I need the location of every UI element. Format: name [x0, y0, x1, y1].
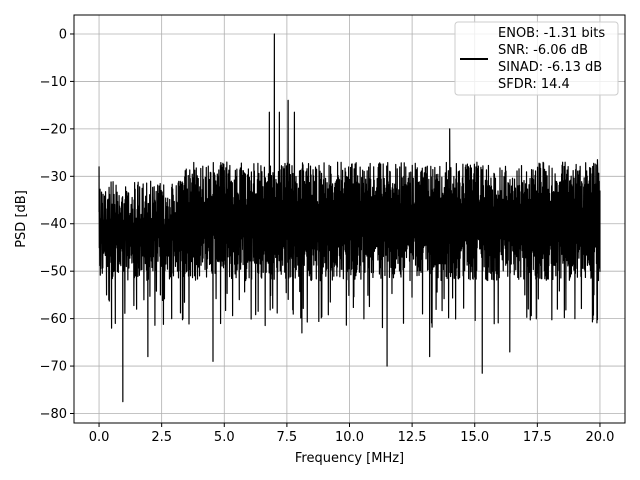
y-tick-label: −70: [40, 360, 67, 375]
x-tick-label: 12.5: [398, 430, 427, 445]
y-tick-label: −10: [40, 75, 67, 90]
y-tick-label: −30: [40, 170, 67, 185]
y-tick-label: 0: [59, 27, 67, 42]
y-axis-label: PSD [dB]: [14, 190, 29, 248]
y-tick-label: −40: [40, 217, 67, 232]
legend-sinad: SINAD: -6.13 dB: [498, 60, 602, 75]
legend: ENOB: -1.31 bits SNR: -6.06 dB SINAD: -6…: [454, 21, 619, 96]
x-tick-label: 0.0: [89, 430, 110, 445]
x-tick-label: 15.0: [460, 430, 489, 445]
psd-line: [98, 33, 601, 403]
x-axis-label: Frequency [MHz]: [295, 451, 404, 466]
legend-snr: SNR: -6.06 dB: [498, 43, 588, 58]
legend-box: [454, 21, 619, 96]
psd-series-path: [98, 33, 601, 403]
legend-enob: ENOB: -1.31 bits: [498, 26, 605, 41]
y-tick-label: −80: [40, 407, 67, 422]
x-tick-label: 10.0: [335, 430, 364, 445]
x-tick-label: 7.5: [277, 430, 298, 445]
x-tick-label: 20.0: [585, 430, 614, 445]
axis-ticks: 0.0 2.5 5.0 7.5 10.0 12.5 15.0 17.5 20.0 0 −10 −20 −…: [40, 27, 615, 445]
y-tick-label: −50: [40, 265, 67, 280]
legend-sfdr: SFDR: 14.4: [498, 77, 570, 92]
x-tick-label: 17.5: [523, 430, 552, 445]
x-tick-label: 5.0: [214, 430, 235, 445]
y-tick-label: −20: [40, 122, 67, 137]
y-tick-label: −60: [40, 312, 67, 327]
x-tick-label: 2.5: [151, 430, 172, 445]
